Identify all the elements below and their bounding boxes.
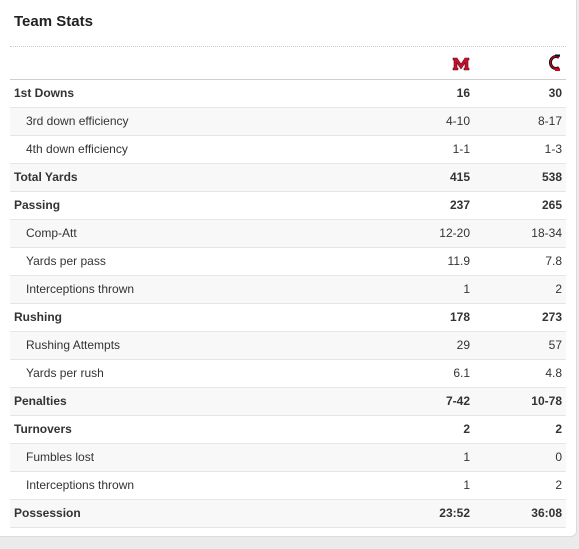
team-a-value: 178 — [449, 310, 470, 324]
team-a-value: 1 — [463, 282, 470, 296]
stat-row: Interceptions thrown 1 2 — [10, 471, 566, 499]
stat-row: 1st Downs 16 30 — [10, 79, 566, 107]
team-a-value: 1-1 — [452, 142, 470, 156]
stat-label: Interceptions thrown — [26, 282, 135, 296]
team-a-value: 6.1 — [453, 366, 470, 380]
stat-row: Turnovers 2 2 — [10, 415, 566, 443]
team-stats-table: 1st Downs 16 30 3rd down efficiency 4-10 8-17… — [10, 48, 566, 528]
stat-label: 4th down efficiency — [26, 142, 128, 156]
team-b-value: 1-3 — [544, 142, 562, 156]
team-b-value: 2 — [555, 478, 562, 492]
team-b-value: 30 — [548, 86, 562, 100]
stat-label: Rushing — [14, 310, 62, 324]
stat-label: Rushing Attempts — [26, 338, 121, 352]
stat-row: Yards per pass 11.9 7.8 — [10, 247, 566, 275]
team-a-value: 7-42 — [445, 394, 470, 408]
stat-row: Penalties 7-42 10-78 — [10, 387, 566, 415]
stat-label: Yards per pass — [26, 254, 106, 268]
team-b-value: 7.8 — [545, 254, 562, 268]
team-a-header — [390, 48, 470, 80]
stat-label: Yards per rush — [26, 366, 104, 380]
team-b-value: 265 — [541, 198, 562, 212]
team-a-value: 1 — [463, 450, 470, 464]
stat-row: Rushing Attempts 29 57 — [10, 331, 566, 359]
team-a-value: 415 — [449, 170, 470, 184]
team-b-value: 2 — [555, 282, 562, 296]
team-a-value: 12-20 — [439, 226, 470, 240]
team-b-value: 0 — [555, 450, 562, 464]
team-b-value: 2 — [555, 422, 562, 436]
stat-label: Interceptions thrown — [26, 478, 135, 492]
team-b-value: 18-34 — [531, 226, 562, 240]
team-a-value: 1 — [463, 478, 470, 492]
stat-row: 3rd down efficiency 4-10 8-17 — [10, 107, 566, 135]
stat-label: Total Yards — [14, 170, 78, 184]
stat-row: Rushing 178 273 — [10, 303, 566, 331]
stat-label-header — [10, 48, 390, 80]
stat-label: 3rd down efficiency — [26, 114, 129, 128]
header-divider — [10, 46, 566, 47]
team-b-header — [470, 48, 566, 80]
stat-row: Possession 23:52 36:08 — [10, 499, 566, 527]
team-b-value: 4.8 — [545, 366, 562, 380]
stat-row: Total Yards 415 538 — [10, 163, 566, 191]
team-header-row — [10, 48, 566, 80]
stat-label: Passing — [14, 198, 61, 212]
team-a-value: 237 — [449, 198, 470, 212]
stat-label: Fumbles lost — [26, 450, 95, 464]
stat-label: Penalties — [14, 394, 67, 408]
stat-row: 4th down efficiency 1-1 1-3 — [10, 135, 566, 163]
team-b-value: 8-17 — [537, 114, 562, 128]
team-a-value: 11.9 — [447, 254, 470, 268]
miami-m-logo-icon[interactable] — [452, 57, 470, 71]
stat-row: Fumbles lost 1 0 — [10, 443, 566, 471]
stat-label: Possession — [14, 506, 81, 520]
team-b-value: 36:08 — [531, 506, 562, 520]
stat-label: Turnovers — [14, 422, 72, 436]
team-a-value: 16 — [456, 86, 470, 100]
team-a-value: 23:52 — [439, 506, 470, 520]
team-a-value: 2 — [463, 422, 470, 436]
team-b-value: 273 — [541, 310, 562, 324]
stat-row: Passing 237 265 — [10, 191, 566, 219]
team-b-value: 538 — [541, 170, 562, 184]
stat-row: Yards per rush 6.1 4.8 — [10, 359, 566, 387]
team-a-value: 4-10 — [445, 114, 470, 128]
section-title: Team Stats — [14, 13, 93, 30]
stat-label: 1st Downs — [14, 86, 75, 100]
cincinnati-c-logo-icon[interactable] — [548, 54, 562, 72]
team-stats-card: Team Stats — [0, 0, 577, 537]
stat-row: Interceptions thrown 1 2 — [10, 275, 566, 303]
stat-row: Comp-Att 12-20 18-34 — [10, 219, 566, 247]
team-b-value: 10-78 — [531, 394, 562, 408]
team-a-value: 29 — [456, 338, 470, 352]
team-b-value: 57 — [548, 338, 562, 352]
stat-label: Comp-Att — [26, 226, 77, 240]
